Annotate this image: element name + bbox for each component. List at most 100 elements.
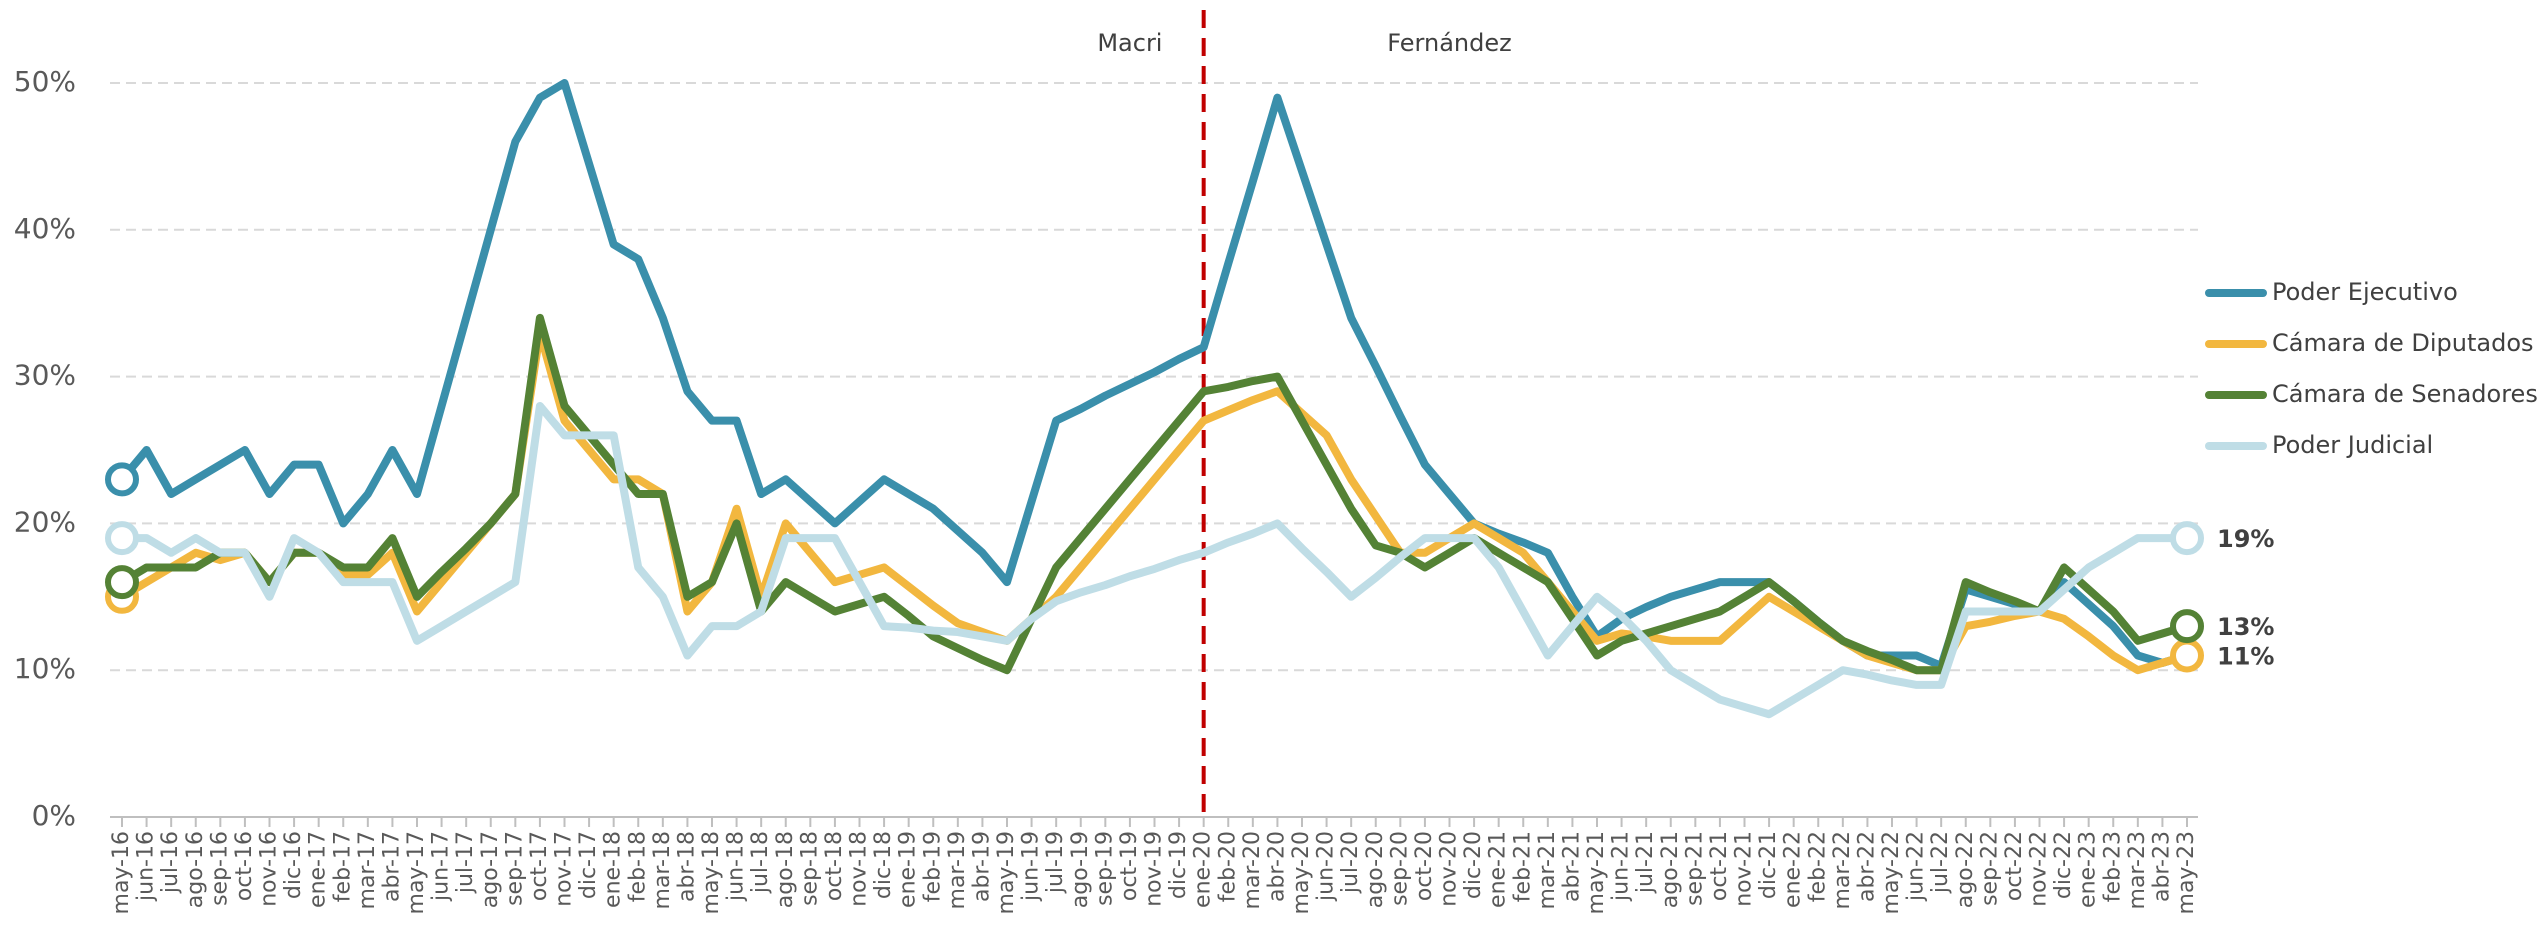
x-tick-label: feb-22 [1805, 831, 1830, 902]
x-tick-label: abr-22 [1854, 831, 1879, 902]
x-tick-label: ene-17 [306, 831, 331, 908]
x-tick-label: may-18 [699, 831, 724, 914]
x-tick-label: jul-16 [158, 831, 183, 894]
x-tick-label: jun-22 [1904, 831, 1929, 902]
x-tick-label: mar-19 [945, 831, 970, 909]
y-tick-label: 20% [14, 505, 76, 538]
x-tick-label: oct-21 [1707, 831, 1732, 901]
line [122, 401, 2187, 719]
end-marker [2170, 609, 2204, 644]
x-tick-label: jul-20 [1338, 831, 1363, 894]
x-tick-label: oct-18 [822, 831, 847, 901]
x-tick-label: jun-16 [134, 831, 159, 902]
annotation: Fernández [1387, 29, 1511, 57]
x-tick-label: feb-17 [330, 831, 355, 902]
x-tick-label: mar-23 [2125, 831, 2150, 909]
x-tick-label: ago-20 [1363, 831, 1388, 908]
x-tick-label: abr-17 [379, 831, 404, 902]
x-tick-label: dic-19 [1166, 831, 1191, 899]
x-tick-label: may-19 [994, 831, 1019, 914]
x-tick-label: mar-20 [1240, 831, 1265, 909]
x-tick-label: jul-21 [1633, 831, 1658, 894]
legend-label: Cámara de Diputados [2272, 329, 2534, 357]
line [119, 328, 2189, 675]
x-tick-label: ago-19 [1068, 831, 1093, 908]
x-tick-label: mar-17 [355, 831, 380, 909]
x-tick-label: ago-22 [1953, 831, 1978, 908]
x-tick-label: nov-22 [2027, 831, 2052, 907]
x-tick-label: oct-19 [1117, 831, 1142, 901]
x-tick-label: ene-18 [601, 831, 626, 908]
x-tick-label: feb-23 [2100, 831, 2125, 902]
x-tick-label: abr-21 [1559, 831, 1584, 902]
x-tick-label: ago-17 [478, 831, 503, 908]
x-tick-label: may-21 [1584, 831, 1609, 914]
x-tick-label: ene-21 [1486, 831, 1511, 908]
x-tick-label: oct-16 [232, 831, 257, 901]
x-tick-label: dic-20 [1461, 831, 1486, 899]
x-tick-label: jul-18 [748, 831, 773, 894]
x-tick-label: dic-21 [1756, 831, 1781, 899]
x-tick-label: jul-17 [453, 831, 478, 894]
legend-label: Poder Ejecutivo [2272, 278, 2458, 306]
y-tick-label: 50% [14, 65, 76, 98]
x-tick-label: ene-23 [2076, 831, 2101, 908]
x-tick-label: dic-17 [576, 831, 601, 899]
x-tick-label: abr-23 [2149, 831, 2174, 902]
x-tick-label: oct-17 [527, 831, 552, 901]
x-tick-label: dic-22 [2051, 831, 2076, 899]
x-tick-label: sep-16 [207, 831, 232, 906]
x-tick-label: may-20 [1289, 831, 1314, 914]
x-tick-label: ago-18 [773, 831, 798, 908]
x-tick-label: mar-22 [1830, 831, 1855, 909]
x-tick-label: abr-18 [674, 831, 699, 902]
x-tick-label: feb-19 [920, 831, 945, 902]
x-tick-label: jun-17 [429, 831, 454, 902]
x-tick-label: dic-16 [281, 831, 306, 899]
x-tick-label: sep-22 [1977, 831, 2002, 906]
x-tick-label: dic-18 [871, 831, 896, 899]
start-marker [105, 565, 139, 600]
x-tick-label: ago-21 [1658, 831, 1683, 908]
x-tick-label: jun-20 [1314, 831, 1339, 902]
x-tick-label: feb-20 [1215, 831, 1240, 902]
x-tick-label: nov-21 [1732, 831, 1757, 907]
x-tick-label: jul-22 [1928, 831, 1953, 894]
x-tick-label: sep-19 [1092, 831, 1117, 906]
x-tick-label: mar-21 [1535, 831, 1560, 909]
x-tick-label: abr-20 [1264, 831, 1289, 902]
y-tick-label: 30% [14, 359, 76, 392]
x-tick-label: mar-18 [650, 831, 675, 909]
y-tick-label: 10% [14, 652, 76, 685]
x-tick-label: jul-19 [1043, 831, 1068, 894]
x-tick-label: may-17 [404, 831, 429, 914]
x-tick-label: sep-17 [502, 831, 527, 906]
x-tick-label: abr-19 [969, 831, 994, 902]
x-tick-label: ago-16 [183, 831, 208, 908]
x-tick-label: sep-20 [1387, 831, 1412, 906]
x-tick-label: nov-18 [847, 831, 872, 907]
x-tick-label: sep-21 [1682, 831, 1707, 906]
x-tick-label: may-23 [2174, 831, 2199, 914]
x-tick-label: jun-21 [1609, 831, 1634, 902]
annotation: Macri [1097, 29, 1162, 57]
y-tick-label: 40% [14, 212, 76, 245]
x-tick-label: ene-20 [1191, 831, 1216, 908]
x-tick-label: nov-17 [552, 831, 577, 907]
x-tick-label: nov-19 [1142, 831, 1167, 907]
x-tick-label: feb-18 [625, 831, 650, 902]
x-tick-label: oct-20 [1412, 831, 1437, 901]
x-tick-label: sep-18 [797, 831, 822, 906]
x-tick-label: oct-22 [2002, 831, 2027, 901]
x-tick-label: nov-16 [257, 831, 282, 907]
end-label: 19% [2217, 525, 2274, 553]
x-tick-label: nov-20 [1437, 831, 1462, 907]
start-marker [105, 521, 139, 556]
end-marker [2170, 521, 2204, 556]
legend-label: Poder Judicial [2272, 431, 2433, 459]
x-tick-label: jun-18 [724, 831, 749, 902]
end-marker [2170, 638, 2204, 673]
end-label: 13% [2217, 613, 2274, 641]
x-tick-label: may-22 [1879, 831, 1904, 914]
